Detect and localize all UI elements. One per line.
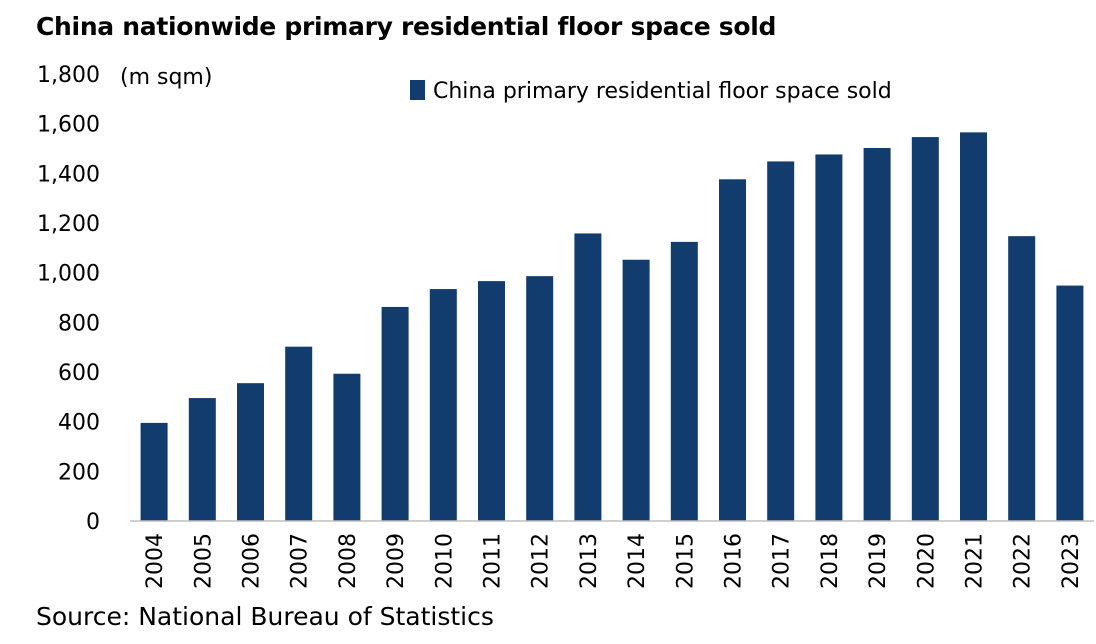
- bar-2004: [140, 422, 168, 521]
- bar-2013: [574, 233, 602, 521]
- x-tick-label: 2016: [722, 533, 747, 589]
- y-tick-label: 400: [58, 411, 100, 436]
- y-tick-label: 1,600: [37, 113, 100, 138]
- x-tick-label: 2014: [625, 533, 650, 589]
- legend-swatch: [410, 80, 425, 100]
- x-tick-label: 2012: [529, 533, 554, 589]
- bar-2015: [670, 241, 698, 521]
- bar-2005: [188, 398, 216, 521]
- x-tick-label: 2007: [288, 533, 313, 589]
- bar-2021: [960, 132, 987, 521]
- x-tick-label: 2006: [240, 533, 265, 589]
- chart-title: China nationwide primary residential flo…: [36, 12, 777, 41]
- bar-2007: [285, 346, 313, 521]
- y-tick-label: 800: [58, 311, 100, 336]
- x-tick-label: 2015: [673, 533, 698, 589]
- bar-2018: [815, 154, 843, 521]
- bar-chart: (m sqm) China primary residential floor …: [37, 63, 1094, 589]
- bar-2008: [333, 373, 361, 521]
- bar-2010: [429, 289, 457, 521]
- bar-2016: [719, 179, 746, 521]
- x-tick-label: 2019: [866, 533, 891, 589]
- source-note: Source: National Bureau of Statistics: [36, 602, 494, 631]
- bars: [140, 132, 1084, 521]
- x-tick-label: 2013: [577, 533, 602, 589]
- y-tick-label: 0: [86, 510, 100, 535]
- x-tick-label: 2005: [191, 533, 216, 589]
- bar-2014: [622, 259, 650, 521]
- y-tick-label: 200: [58, 460, 100, 485]
- bar-2011: [478, 281, 505, 521]
- x-tick-label: 2004: [143, 533, 168, 589]
- x-tick-label: 2022: [1011, 533, 1036, 589]
- x-axis: 2004 2005 2006 2007 2008 2009 2010 2011 2012 2013…: [143, 533, 1084, 589]
- x-tick-label: 2023: [1059, 533, 1084, 589]
- bar-2009: [381, 306, 409, 521]
- bar-2022: [1008, 236, 1036, 521]
- bar-2017: [767, 161, 795, 521]
- legend-label: China primary residential floor space so…: [433, 79, 892, 104]
- y-tick-label: 600: [58, 361, 100, 386]
- x-tick-label: 2010: [432, 533, 457, 589]
- x-tick-label: 2021: [963, 533, 988, 589]
- bar-2023: [1056, 285, 1084, 521]
- x-tick-label: 2009: [384, 533, 409, 589]
- legend: China primary residential floor space so…: [410, 79, 892, 104]
- y-tick-label: 1,000: [37, 262, 100, 287]
- x-tick-label: 2020: [914, 533, 939, 589]
- bar-2006: [237, 383, 264, 521]
- x-tick-label: 2017: [770, 533, 795, 589]
- y-axis-unit-label: (m sqm): [120, 65, 212, 90]
- bar-2012: [526, 276, 554, 521]
- bar-2020: [911, 137, 939, 521]
- x-tick-label: 2018: [818, 533, 843, 589]
- y-tick-label: 1,200: [37, 212, 100, 237]
- y-tick-label: 1,400: [37, 162, 100, 187]
- bar-2019: [863, 148, 891, 521]
- x-tick-label: 2008: [336, 533, 361, 589]
- y-tick-label: 1,800: [37, 63, 100, 88]
- x-tick-label: 2011: [481, 533, 506, 589]
- y-axis: 0 200 400 600 800 1,000 1,200 1,400 1,600 1,800: [37, 63, 100, 535]
